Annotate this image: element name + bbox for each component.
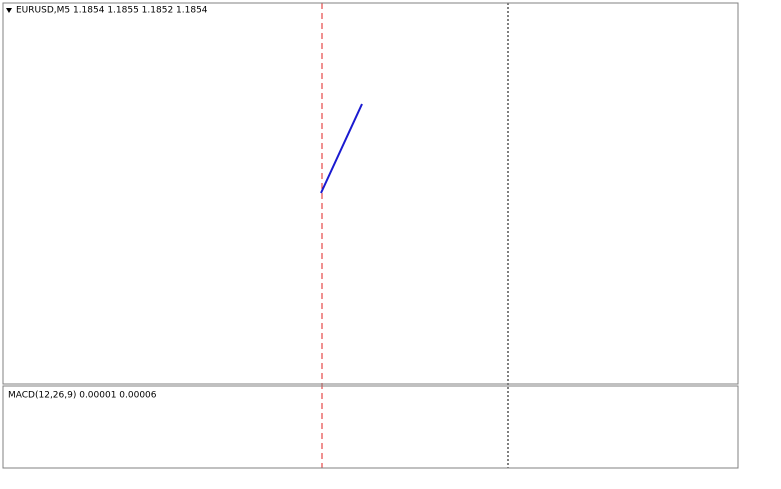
collapse-icon (6, 8, 12, 13)
macd-panel-border (2, 385, 739, 469)
main-panel-border (2, 2, 739, 385)
macd-title: MACD(12,26,9) 0.00001 0.00006 (8, 391, 157, 401)
chart-title: EURUSD,M5 1.1854 1.1855 1.1852 1.1854 (16, 6, 208, 16)
trend-line (320, 103, 363, 194)
